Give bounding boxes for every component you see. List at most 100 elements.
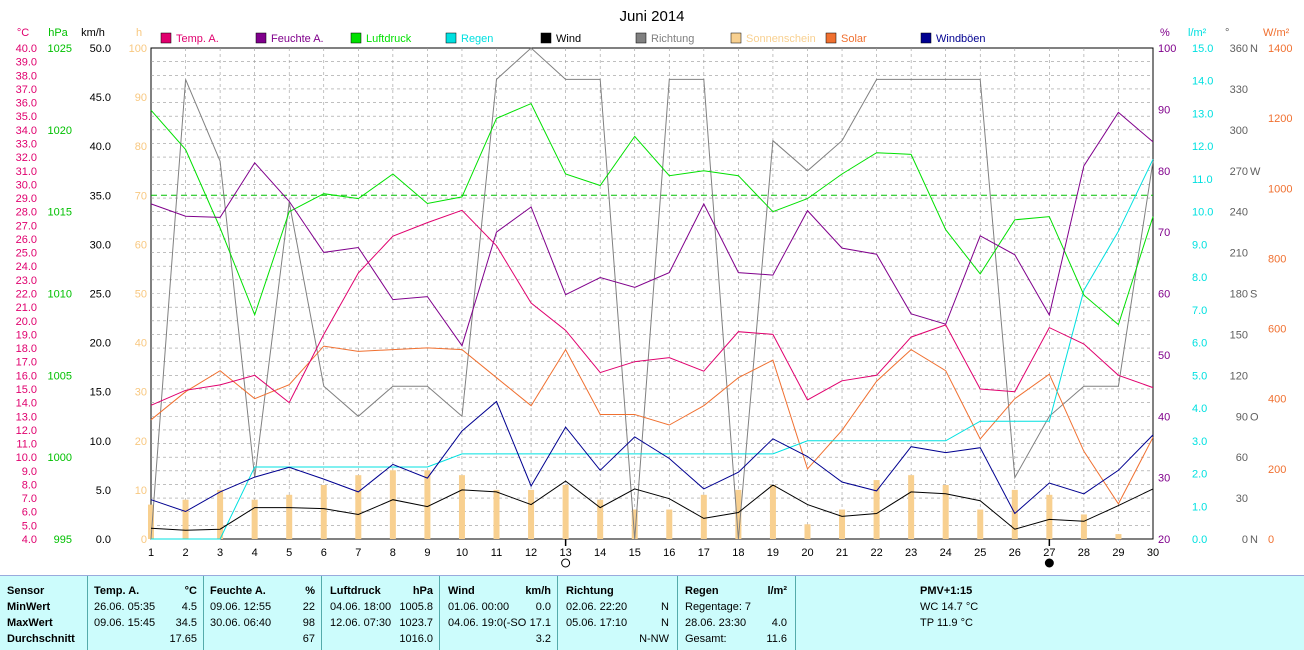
- stats-temp-max-time: 09.06. 15:45: [94, 617, 156, 629]
- pressure-axis-unit: hPa: [48, 27, 68, 39]
- stats-pmv-header: PMV+1:15: [920, 585, 973, 597]
- temp-axis-tick: 15.0: [16, 384, 37, 396]
- sunshine-bar: [217, 489, 224, 539]
- series-line-feuchte-a-: [150, 111, 1154, 347]
- temp-axis-tick: 24.0: [16, 261, 37, 273]
- temp-axis-tick: 34.0: [16, 125, 37, 137]
- sun-axis-tick: 10: [135, 485, 147, 497]
- wind-axis-tick: 15.0: [90, 387, 111, 399]
- sunshine-bar: [182, 499, 189, 539]
- series-line-regen: [151, 159, 1154, 540]
- day-tick-label: 3: [217, 547, 223, 559]
- sunshine-bar: [528, 489, 535, 539]
- sun-axis-tick: 20: [135, 436, 147, 448]
- legend-label: Solar: [841, 33, 867, 45]
- temp-axis-tick: 29.0: [16, 193, 37, 205]
- wind-axis-tick: 30.0: [90, 239, 111, 251]
- solar-axis-unit: W/m²: [1263, 27, 1290, 39]
- sun-axis-tick: 100: [129, 43, 147, 55]
- full-moon-icon: [561, 558, 571, 568]
- stats-press-avg-value: 1016.0: [399, 633, 433, 645]
- direction-axis-tick: 270: [1230, 166, 1248, 178]
- legend-swatch: [540, 32, 552, 44]
- temp-axis-tick: 35.0: [16, 111, 37, 123]
- rain-axis-tick: 13.0: [1192, 108, 1213, 120]
- rain-axis-tick: 9.0: [1192, 239, 1207, 251]
- solar-axis-tick: 1200: [1268, 113, 1292, 125]
- wind-axis-tick: 0.0: [96, 534, 111, 546]
- solar-axis-tick: 800: [1268, 253, 1286, 265]
- sun-axis-tick: 40: [135, 338, 147, 350]
- humidity-axis-tick: 90: [1158, 104, 1170, 116]
- stats-press-header: Luftdruck: [330, 585, 381, 597]
- pressure-axis-tick: 1025: [48, 43, 72, 55]
- sunshine-bar: [597, 499, 604, 539]
- sunshine-bar: [769, 484, 776, 539]
- day-tick-label: 29: [1112, 547, 1124, 559]
- sunshine-bar: [977, 509, 984, 539]
- day-tick-label: 1: [148, 547, 154, 559]
- temp-axis-tick: 37.0: [16, 84, 37, 96]
- solar-axis-tick: 200: [1268, 464, 1286, 476]
- temp-axis-tick: 25.0: [16, 248, 37, 260]
- sunshine-bar: [251, 499, 258, 539]
- stats-press-min-value: 1005.8: [399, 601, 433, 613]
- day-tick-label: 26: [1009, 547, 1021, 559]
- temp-axis-tick: 39.0: [16, 57, 37, 69]
- sunshine-bar: [424, 470, 431, 539]
- rain-axis-tick: 0.0: [1192, 534, 1207, 546]
- sun-axis-tick: 60: [135, 239, 147, 251]
- day-tick-label: 24: [940, 547, 952, 559]
- humidity-axis-tick: 80: [1158, 166, 1170, 178]
- temp-axis-tick: 36.0: [16, 98, 37, 110]
- stats-press-min-time: 04.06. 18:00: [330, 601, 392, 613]
- solar-axis-tick: 0: [1268, 534, 1274, 546]
- rain-axis-tick: 6.0: [1192, 338, 1207, 350]
- direction-compass-label: W: [1250, 166, 1261, 178]
- temp-axis-tick: 14.0: [16, 398, 37, 410]
- stats-row-label: MinWert: [7, 601, 51, 613]
- temp-axis-tick: 8.0: [22, 479, 37, 491]
- stats-temp-min-time: 26.06. 05:35: [94, 601, 156, 613]
- direction-axis-tick: 360: [1230, 43, 1248, 55]
- legend-swatch: [635, 32, 647, 44]
- stats-hum-header: Feuchte A.: [210, 585, 266, 597]
- stats-press-unit: hPa: [412, 585, 433, 597]
- rain-axis-tick: 12.0: [1192, 141, 1213, 153]
- wind-axis-tick: 40.0: [90, 141, 111, 153]
- stats-temp-max-value: 34.5: [175, 617, 197, 629]
- day-tick-label: 9: [424, 547, 430, 559]
- stats-hum-max-time: 30.06. 06:40: [210, 617, 272, 629]
- temp-axis-unit: °C: [17, 27, 29, 39]
- wind-axis-unit: km/h: [81, 27, 105, 39]
- sunshine-bar: [804, 524, 811, 539]
- sun-axis-tick: 80: [135, 141, 147, 153]
- sunshine-bar: [458, 475, 465, 539]
- day-tick-label: 8: [390, 547, 396, 559]
- temp-axis-tick: 11.0: [16, 439, 37, 451]
- legend-label: Wind: [556, 33, 581, 45]
- stats-wind-header: Wind: [448, 585, 475, 597]
- humidity-axis-unit: %: [1160, 27, 1170, 39]
- sunshine-bar: [562, 484, 569, 539]
- legend-swatch: [160, 32, 172, 44]
- stats-rain-col: Regen l/m² Regentage: 7 28.06. 23:30 4.0…: [678, 576, 796, 650]
- day-tick-label: 6: [321, 547, 327, 559]
- rain-axis-tick: 4.0: [1192, 403, 1207, 415]
- direction-axis-tick: 120: [1230, 370, 1248, 382]
- sunshine-bar: [839, 509, 846, 539]
- new-moon-icon: [1044, 558, 1054, 568]
- solar-axis-tick: 1000: [1268, 183, 1292, 195]
- day-tick-label: 20: [801, 547, 813, 559]
- legend-swatch: [255, 32, 267, 44]
- day-tick-label: 21: [836, 547, 848, 559]
- temp-axis-tick: 9.0: [22, 466, 37, 478]
- series-line-windb-en: [150, 400, 1154, 515]
- rain-axis-tick: 3.0: [1192, 436, 1207, 448]
- stats-direction-col: Richtung 02.06. 22:20 N 05.06. 17:10 N N…: [558, 576, 678, 650]
- solar-axis-tick: 600: [1268, 324, 1286, 336]
- series-line-luftdruck: [150, 102, 1154, 326]
- pressure-axis-tick: 1010: [48, 289, 72, 301]
- humidity-axis-tick: 100: [1158, 43, 1176, 55]
- sunshine-bar: [631, 509, 638, 539]
